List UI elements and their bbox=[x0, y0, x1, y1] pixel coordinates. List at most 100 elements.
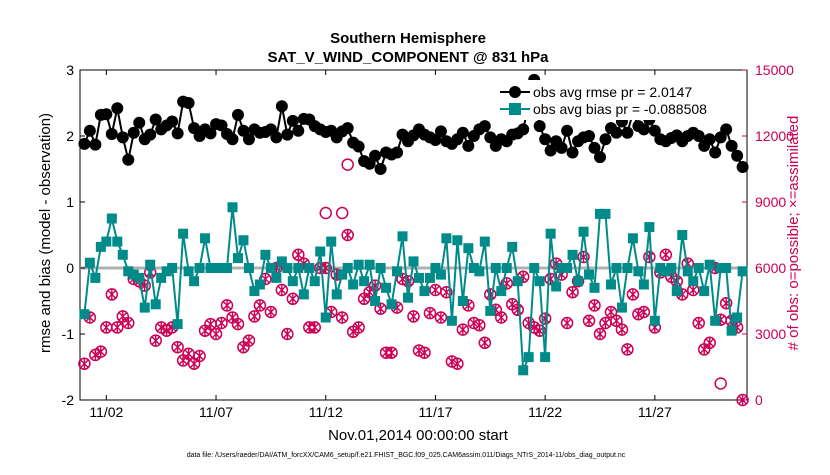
bias-point bbox=[178, 228, 189, 239]
obs-assimilated-point bbox=[293, 249, 303, 260]
obs-assimilated-point bbox=[112, 322, 122, 333]
bias-point bbox=[189, 276, 200, 287]
obs-possible-point bbox=[292, 248, 305, 262]
obs-assimilated-point bbox=[584, 315, 594, 326]
obs-assimilated-point bbox=[688, 285, 698, 295]
obs-assimilated-point bbox=[118, 311, 128, 322]
bias-point bbox=[216, 263, 227, 273]
bias-point bbox=[342, 263, 353, 273]
obs-possible-point bbox=[621, 343, 634, 356]
bias-point bbox=[403, 292, 414, 303]
bias-point bbox=[408, 256, 419, 267]
obs-assimilated-point bbox=[419, 347, 429, 358]
rmse-point bbox=[226, 133, 239, 146]
bias-point bbox=[474, 266, 485, 277]
obs-possible-point bbox=[335, 206, 349, 220]
obs-assimilated-point bbox=[414, 345, 424, 356]
rmse-point bbox=[709, 146, 722, 159]
rmse-point bbox=[462, 139, 475, 152]
bias-point bbox=[490, 263, 501, 273]
obs-possible-point bbox=[714, 377, 727, 390]
bias-point bbox=[704, 259, 715, 270]
obs-assimilated-point bbox=[458, 324, 468, 335]
legend-box bbox=[496, 80, 742, 120]
obs-possible-point bbox=[220, 299, 234, 312]
obs-possible-point bbox=[538, 312, 552, 325]
data-file-footnote: data file: /Users/raeder/DAI/ATM_forcXX/… bbox=[187, 452, 626, 459]
obs-assimilated-point bbox=[359, 293, 369, 304]
rmse-point bbox=[533, 120, 546, 133]
rmse-point bbox=[539, 133, 552, 146]
obs-assimilated-point bbox=[233, 319, 243, 330]
obs-assimilated-point bbox=[699, 344, 709, 355]
bias-point bbox=[715, 263, 726, 273]
obs-assimilated-point bbox=[661, 249, 671, 260]
x-tick-label: 11/17 bbox=[418, 404, 452, 420]
bias-point bbox=[671, 286, 682, 297]
bias-point bbox=[364, 259, 375, 270]
obs-assimilated-point bbox=[151, 335, 161, 346]
bias-point bbox=[710, 315, 721, 326]
bias-point bbox=[485, 305, 496, 316]
bias-point bbox=[123, 266, 134, 277]
bias-point bbox=[167, 263, 178, 273]
bias-point bbox=[276, 256, 287, 267]
legend-label-rmse: obs avg rmse pr = 2.0147 bbox=[533, 84, 692, 100]
y-left-tick-label: -2 bbox=[62, 392, 75, 408]
rmse-point bbox=[517, 123, 530, 136]
obs-assimilated-point bbox=[266, 307, 276, 317]
obs-assimilated-point bbox=[568, 287, 578, 298]
rmse-point bbox=[731, 149, 744, 162]
bias-point bbox=[666, 263, 677, 273]
obs-assimilated-point bbox=[387, 347, 397, 358]
obs-possible-point bbox=[626, 288, 640, 301]
plot-area: 11/02 11/07 11/12 11/17 11/22 11/27 -2 -1 0 1 2 3 0 3… bbox=[62, 62, 795, 420]
obs-possible-point bbox=[231, 317, 245, 331]
obs-assimilated-point bbox=[337, 312, 347, 323]
rmse-point bbox=[237, 124, 250, 137]
obs-assimilated-point bbox=[738, 395, 748, 405]
y-axis-label-right: # of obs: o=possible; ×=assimilated bbox=[785, 116, 802, 351]
obs-possible-point bbox=[511, 303, 524, 317]
obs-possible-point bbox=[692, 316, 705, 330]
rmse-point bbox=[555, 141, 568, 154]
bias-point bbox=[540, 352, 551, 363]
obs-possible-point bbox=[610, 314, 623, 328]
obs-assimilated-point bbox=[255, 300, 265, 311]
obs-possible-point bbox=[341, 158, 354, 171]
bias-point bbox=[348, 279, 359, 290]
rmse-point bbox=[374, 163, 387, 175]
rmse-point bbox=[83, 124, 96, 137]
rmse-point bbox=[133, 116, 146, 129]
obs-possible-point bbox=[577, 250, 590, 264]
bias-point bbox=[463, 243, 474, 254]
bias-point bbox=[424, 272, 435, 283]
bias-point bbox=[309, 276, 320, 287]
y-right-tick-label: 9000 bbox=[755, 194, 786, 210]
bias-point bbox=[611, 263, 622, 273]
bias-point bbox=[375, 263, 386, 273]
rmse-point bbox=[588, 141, 601, 154]
x-axis-label: Nov.01,2014 00:00:00 start bbox=[328, 427, 509, 444]
rmse-point bbox=[270, 131, 283, 144]
obs-possible-point bbox=[149, 334, 162, 347]
obs-assimilated-point bbox=[469, 318, 479, 328]
rmse-point bbox=[275, 100, 288, 113]
rmse-point bbox=[122, 153, 135, 166]
obs-possible-point bbox=[440, 285, 453, 299]
rmse-point bbox=[692, 130, 705, 142]
obs-assimilated-point bbox=[705, 337, 715, 348]
bias-point bbox=[518, 365, 529, 376]
obs-assimilated-point bbox=[206, 319, 216, 330]
obs-possible-point bbox=[215, 316, 228, 330]
bias-point bbox=[616, 302, 627, 313]
obs-assimilated-point bbox=[436, 312, 446, 323]
obs-assimilated-point bbox=[200, 325, 210, 336]
obs-assimilated-point bbox=[238, 342, 248, 353]
rmse-point bbox=[583, 130, 596, 142]
bias-point bbox=[161, 266, 172, 277]
obs-assimilated-point bbox=[430, 285, 440, 295]
rmse-point bbox=[610, 126, 623, 139]
rmse-point bbox=[171, 127, 184, 140]
obs-assimilated-point bbox=[211, 329, 221, 339]
